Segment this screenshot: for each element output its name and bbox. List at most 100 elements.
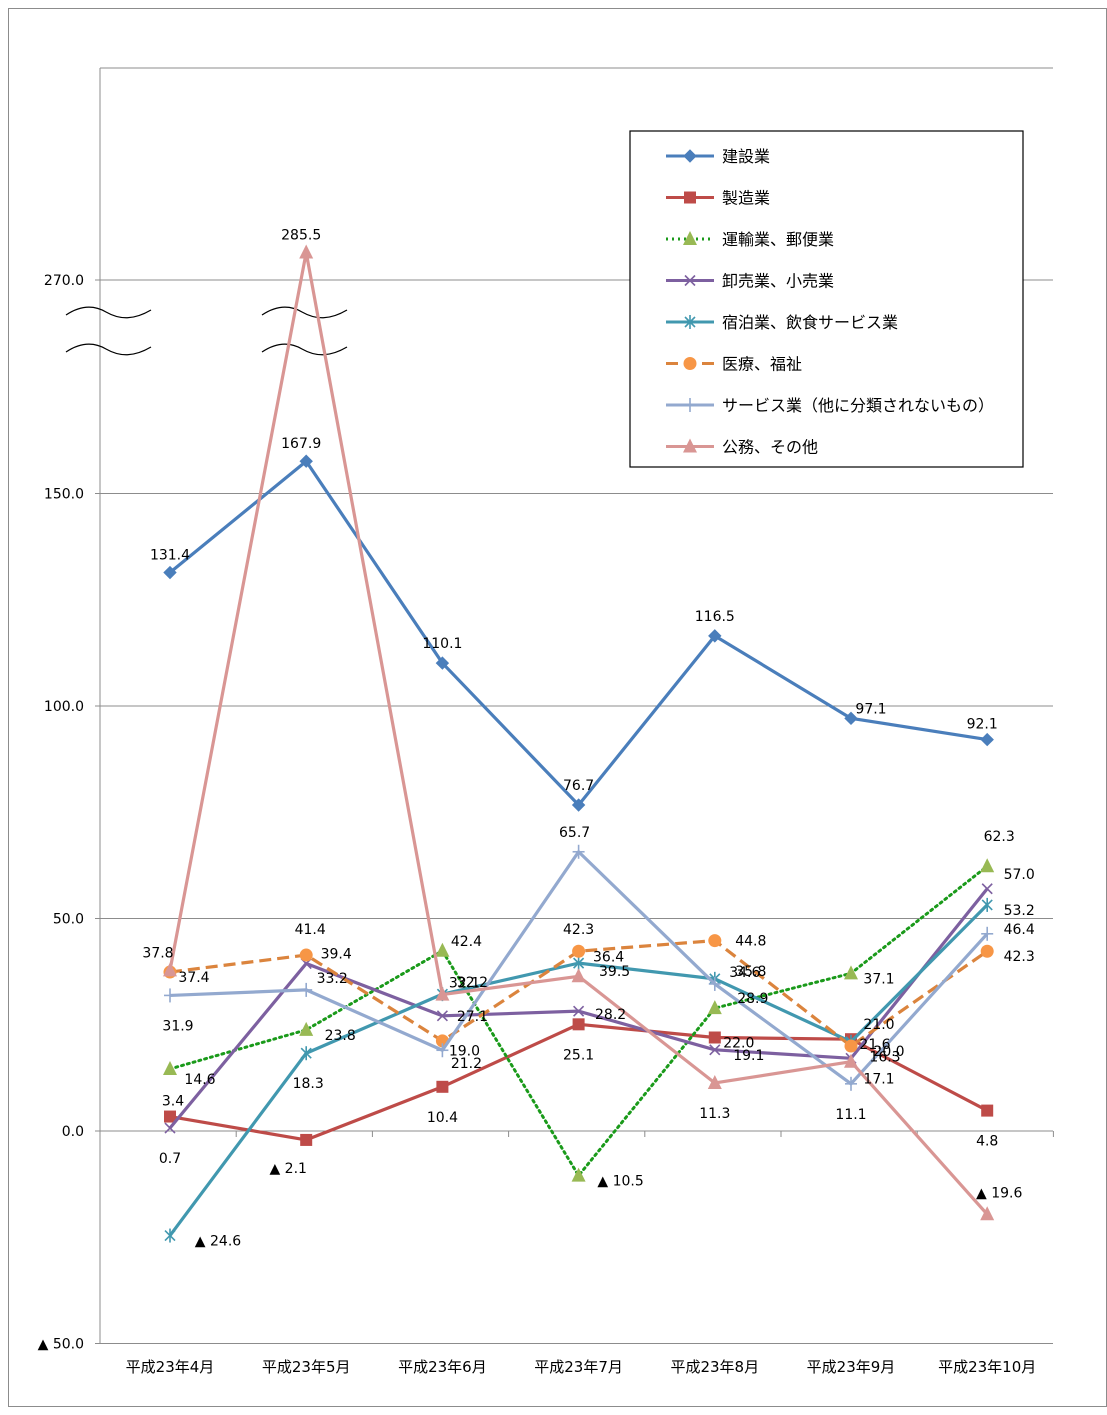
data-label: 11.3 — [699, 1106, 730, 1122]
data-point — [436, 1010, 448, 1022]
data-label: 19.0 — [449, 1043, 480, 1059]
data-label: 37.8 — [142, 945, 173, 961]
legend-marker — [684, 191, 696, 204]
data-label: 36.4 — [593, 949, 624, 965]
data-label: 97.1 — [855, 701, 886, 717]
data-label: 34.6 — [729, 965, 760, 981]
y-tick-label: 150.0 — [44, 487, 84, 503]
data-label: ▲ 24.6 — [195, 1234, 241, 1250]
data-label: ▲ 2.1 — [269, 1161, 306, 1177]
data-label: 167.9 — [281, 436, 321, 452]
data-point — [299, 1021, 314, 1036]
legend-box — [629, 130, 1024, 468]
data-label: 39.4 — [321, 947, 352, 963]
legend-marker — [683, 231, 697, 245]
data-point — [844, 965, 858, 980]
legend-label: 公務、その他 — [722, 438, 818, 457]
data-label: 65.7 — [559, 825, 590, 841]
data-label: ▲ 10.5 — [597, 1174, 643, 1190]
data-label: 21.2 — [451, 1056, 482, 1072]
legend-label: 製造業 — [722, 189, 770, 208]
data-point — [300, 1046, 312, 1061]
data-label: 16.3 — [869, 1050, 900, 1066]
data-label: 42.3 — [1004, 949, 1035, 965]
y-tick-label: 0.0 — [62, 1124, 84, 1140]
data-label: 41.4 — [295, 922, 326, 938]
data-point — [844, 711, 858, 726]
data-label: 31.9 — [162, 1018, 193, 1034]
data-label: 116.5 — [695, 609, 735, 625]
legend: 建設業製造業運輸業、郵便業卸売業、小売業宿泊業、飲食サービス業医療、福祉サービス… — [629, 130, 1024, 468]
x-tick-label: 平成23年5月 — [262, 1358, 351, 1376]
legend-label: サービス業（他に分類されないもの） — [722, 396, 994, 415]
data-point — [709, 1044, 721, 1056]
data-point — [163, 962, 177, 977]
data-point — [436, 1080, 449, 1093]
data-label: 28.9 — [737, 991, 768, 1007]
data-label: 23.8 — [325, 1028, 356, 1044]
x-tick-label: 平成23年4月 — [126, 1358, 215, 1376]
data-label: 21.6 — [859, 1037, 890, 1053]
data-point — [164, 988, 176, 1003]
data-label: 53.2 — [1004, 903, 1035, 919]
data-point — [980, 944, 994, 958]
data-point — [571, 968, 586, 983]
data-label: 39.5 — [599, 964, 630, 980]
data-point — [844, 1039, 858, 1053]
data-label: 35.8 — [735, 964, 766, 980]
legend-label: 運輸業、郵便業 — [722, 230, 834, 249]
data-point — [300, 982, 313, 997]
data-label: 110.1 — [422, 636, 462, 652]
legend-label: 卸売業、小売業 — [722, 272, 834, 291]
series-1 — [168, 459, 988, 807]
data-point — [573, 1005, 585, 1017]
x-tick-label: 平成23年9月 — [807, 1358, 896, 1376]
legend-label: 宿泊業、飲食サービス業 — [722, 313, 898, 332]
data-point — [980, 858, 995, 873]
data-point — [164, 1122, 176, 1134]
data-label: 19.1 — [733, 1048, 764, 1064]
data-label: 32.2 — [457, 975, 488, 991]
data-point — [708, 629, 722, 643]
x-tick-label: 平成23年8月 — [670, 1358, 759, 1376]
data-label: 10.4 — [427, 1110, 458, 1126]
data-point — [572, 944, 586, 958]
y-tick-label: 50.0 — [53, 912, 84, 928]
data-point — [163, 565, 177, 580]
data-point — [571, 798, 586, 812]
data-point — [571, 1167, 586, 1182]
axis-break-mark — [65, 343, 152, 356]
x-tick-label: 平成23年7月 — [534, 1358, 623, 1376]
data-point — [435, 656, 450, 670]
data-point — [435, 942, 450, 957]
data-point — [707, 1074, 722, 1089]
data-point — [299, 948, 313, 962]
data-label: 22.0 — [723, 1036, 754, 1052]
data-point — [981, 1104, 994, 1117]
data-label: 62.3 — [984, 829, 1015, 845]
data-label: 131.4 — [150, 548, 190, 564]
data-point — [708, 976, 721, 991]
data-point — [708, 1031, 721, 1044]
data-label: 18.3 — [293, 1076, 324, 1092]
data-label: 44.8 — [735, 934, 766, 950]
data-label: ▲ 19.6 — [976, 1185, 1022, 1201]
data-point — [436, 1043, 449, 1058]
data-point — [981, 883, 993, 895]
data-label: 32.1 — [449, 976, 480, 992]
data-label: 46.4 — [1004, 922, 1035, 938]
data-label: 14.6 — [184, 1072, 215, 1088]
data-point — [708, 934, 722, 948]
data-label: 21.0 — [863, 1017, 894, 1033]
data-point — [981, 926, 994, 941]
axis-break-mark — [261, 306, 348, 319]
x-tick-label: 平成23年6月 — [398, 1358, 487, 1376]
legend-label: 医療、福祉 — [722, 355, 802, 374]
data-label: 285.5 — [281, 227, 321, 243]
legend-marker — [684, 274, 696, 287]
legend-marker — [683, 438, 697, 453]
data-label: 17.1 — [863, 1071, 894, 1087]
y-tick-label: 270.0 — [44, 273, 84, 289]
data-point — [980, 1206, 995, 1221]
